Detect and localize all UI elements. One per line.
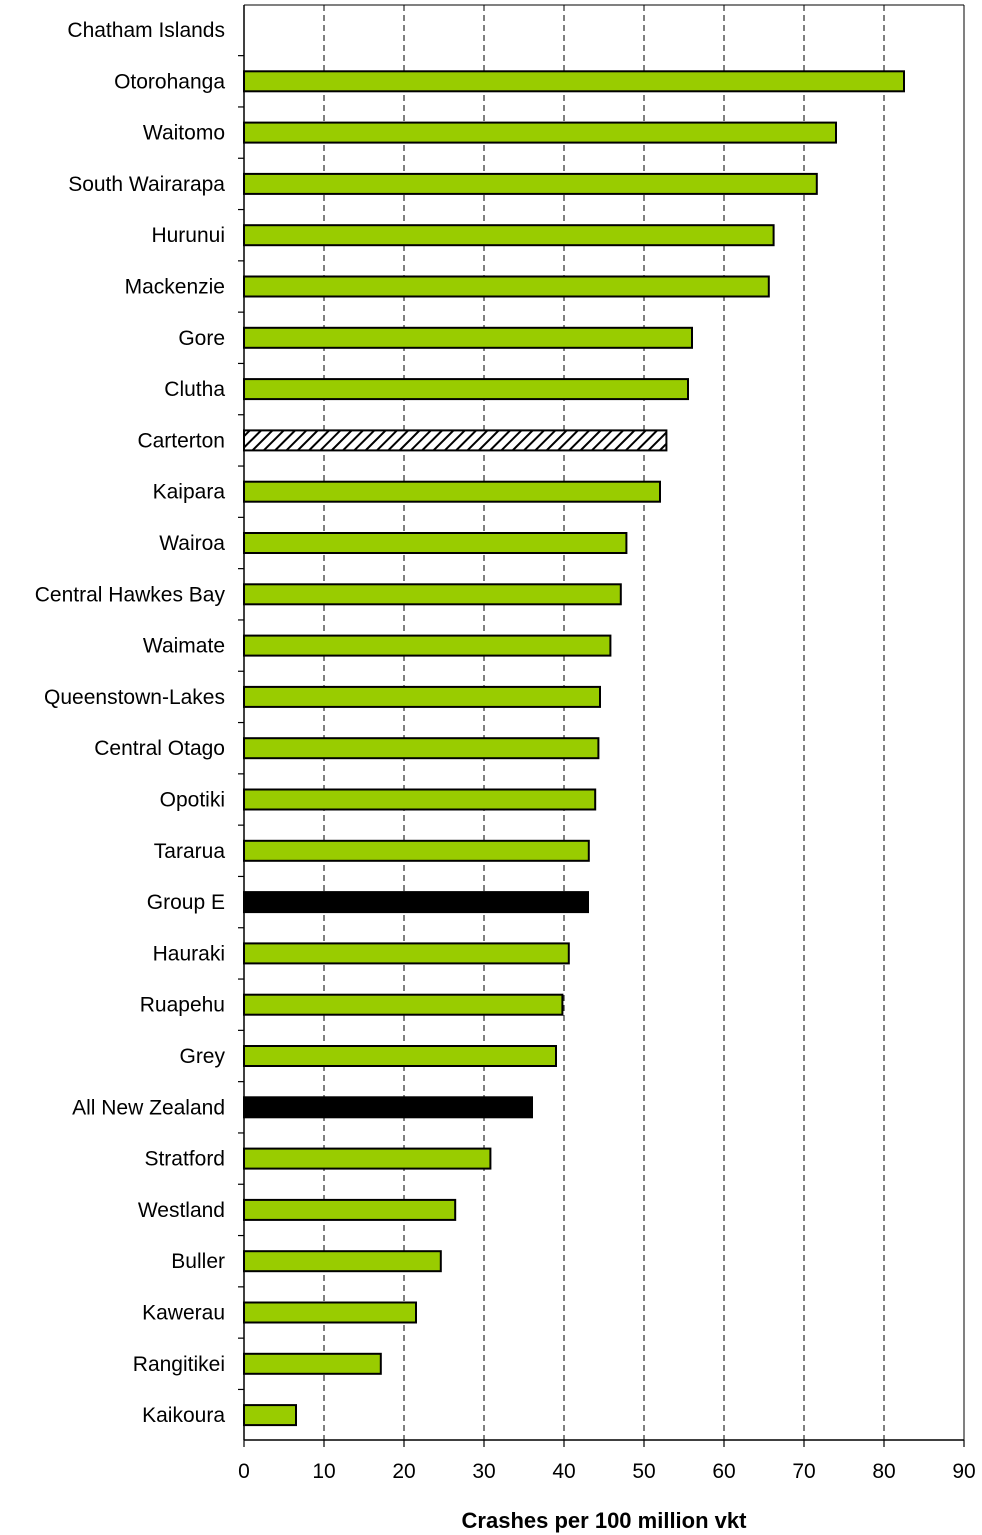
- bar-hurunui: [243, 224, 775, 247]
- bar-grey: [243, 1045, 557, 1067]
- bar-all-new-zealand: [243, 1096, 533, 1119]
- x-tick-labels: 0 10 20 30 40 50 60 70 80 90: [238, 1460, 976, 1483]
- category-label: Mackenzie: [125, 276, 225, 299]
- bar-wairoa: [243, 532, 628, 554]
- category-label: Waitomo: [143, 122, 225, 145]
- category-label: Rangitikei: [133, 1353, 225, 1376]
- category-label: Buller: [171, 1250, 225, 1273]
- bars: [243, 70, 905, 1427]
- category-label: Opotiki: [160, 789, 225, 812]
- category-label: Kawerau: [142, 1302, 225, 1325]
- bar-rangitikei: [243, 1352, 382, 1375]
- x-tick-label: 90: [952, 1460, 975, 1483]
- category-label: Central Hawkes Bay: [35, 583, 226, 606]
- category-label: Stratford: [144, 1148, 225, 1171]
- bar-group-e: [243, 891, 589, 914]
- category-label: Otorohanga: [114, 70, 225, 93]
- bar-stratford: [243, 1147, 492, 1170]
- x-tick-label: 70: [792, 1460, 815, 1483]
- bar-waimate: [243, 634, 612, 657]
- x-tick-label: 0: [238, 1460, 250, 1483]
- bar-south-wairarapa: [243, 172, 818, 195]
- gridlines: [323, 5, 965, 1440]
- bar-ruapehu: [243, 993, 564, 1016]
- bar-kawerau: [243, 1301, 417, 1324]
- x-tick-label: 60: [712, 1460, 735, 1483]
- category-label: Westland: [138, 1199, 225, 1222]
- bar-carterton: [243, 429, 668, 452]
- category-label: Carterton: [137, 429, 225, 452]
- bar-gore: [243, 326, 693, 349]
- category-label: Hauraki: [153, 942, 225, 965]
- category-label: Central Otago: [94, 737, 225, 760]
- bar-kaikoura: [243, 1404, 297, 1427]
- x-tick-label: 30: [472, 1460, 495, 1483]
- bar-buller: [243, 1250, 442, 1273]
- bar-waitomo: [243, 121, 837, 144]
- category-label: Clutha: [164, 378, 225, 401]
- bar-tararua: [243, 839, 590, 862]
- bar-kaipara: [243, 480, 661, 503]
- category-label: Queenstown-Lakes: [44, 686, 225, 709]
- category-label: Hurunui: [151, 224, 225, 247]
- category-labels: Chatham Islands Otorohanga Waitomo South Wa…: [35, 19, 226, 1427]
- category-label: Gore: [178, 327, 225, 350]
- bar-queenstown-lakes: [243, 685, 601, 708]
- category-label: Kaipara: [153, 481, 226, 504]
- x-tick-label: 10: [312, 1460, 335, 1483]
- bar-clutha: [243, 378, 689, 401]
- x-tick-label: 50: [632, 1460, 655, 1483]
- bar-central-hawkes-bay: [243, 583, 622, 606]
- category-label: Group E: [147, 891, 225, 914]
- bar-otorohanga: [243, 70, 905, 93]
- x-tick-label: 20: [392, 1460, 415, 1483]
- bar-central-otago: [243, 737, 600, 760]
- bar-opotiki: [243, 788, 597, 811]
- category-label: Waimate: [143, 635, 225, 658]
- category-label: Tararua: [154, 840, 226, 863]
- x-tick-label: 80: [872, 1460, 895, 1483]
- category-label: All New Zealand: [72, 1096, 225, 1119]
- axes: [238, 4, 965, 1447]
- category-label: Ruapehu: [140, 994, 225, 1017]
- x-axis-title: Crashes per 100 million vkt: [462, 1508, 748, 1533]
- category-label: Grey: [179, 1045, 225, 1068]
- category-label: Chatham Islands: [67, 19, 225, 42]
- category-label: Kaikoura: [142, 1404, 225, 1427]
- bar-westland: [243, 1198, 457, 1221]
- x-tick-label: 40: [552, 1460, 575, 1483]
- category-label: South Wairarapa: [68, 173, 225, 196]
- bar-mackenzie: [243, 275, 770, 298]
- bar-hauraki: [243, 942, 570, 965]
- category-label: Wairoa: [159, 532, 225, 555]
